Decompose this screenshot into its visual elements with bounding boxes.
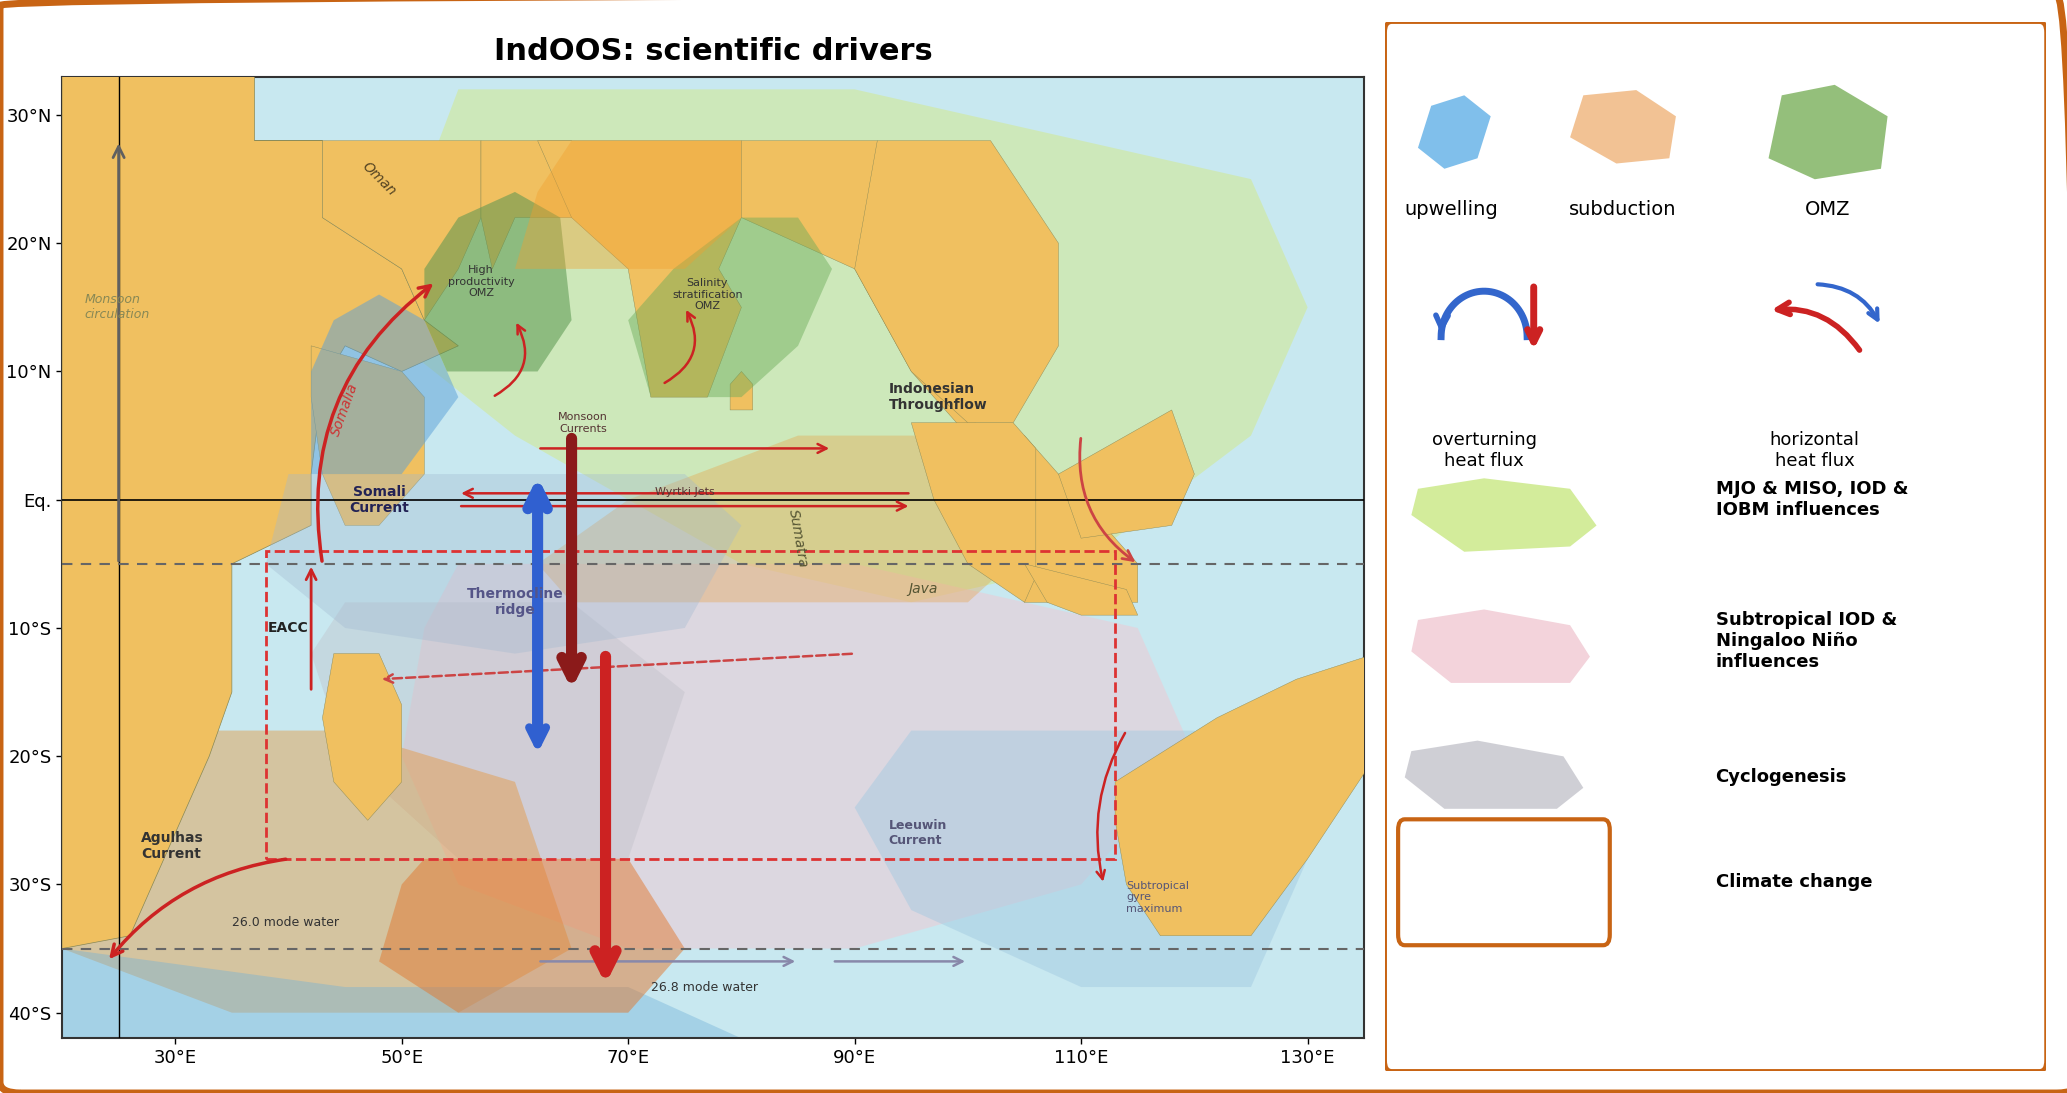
PathPatch shape bbox=[537, 141, 742, 397]
PathPatch shape bbox=[912, 423, 1036, 602]
Text: Subtropical IOD &
Ningaloo Niño
influences: Subtropical IOD & Ningaloo Niño influenc… bbox=[1716, 611, 1898, 671]
PathPatch shape bbox=[62, 949, 742, 1038]
PathPatch shape bbox=[1025, 564, 1137, 615]
Text: 26.8 mode water: 26.8 mode water bbox=[651, 980, 759, 994]
Text: Subtropical
gyre
maximum: Subtropical gyre maximum bbox=[1127, 881, 1189, 914]
Text: Agulhas
Current: Agulhas Current bbox=[141, 831, 205, 861]
PathPatch shape bbox=[424, 192, 573, 372]
Text: Oman: Oman bbox=[360, 160, 399, 199]
PathPatch shape bbox=[62, 77, 459, 949]
Text: OMZ: OMZ bbox=[1804, 200, 1850, 220]
Text: Indonesian
Throughflow: Indonesian Throughflow bbox=[889, 383, 988, 412]
Text: Sumatra: Sumatra bbox=[785, 508, 810, 568]
PathPatch shape bbox=[322, 654, 401, 821]
Text: Salinity
stratification
OMZ: Salinity stratification OMZ bbox=[672, 278, 742, 312]
PathPatch shape bbox=[378, 859, 684, 1013]
Text: MJO & MISO, IOD &
IOBM influences: MJO & MISO, IOD & IOBM influences bbox=[1716, 480, 1908, 519]
Polygon shape bbox=[1571, 90, 1676, 164]
PathPatch shape bbox=[62, 730, 573, 1013]
Text: Monsoon
Currents: Monsoon Currents bbox=[558, 412, 608, 434]
PathPatch shape bbox=[1058, 410, 1195, 538]
Bar bbox=[267, 551, 1114, 859]
PathPatch shape bbox=[854, 141, 1058, 423]
PathPatch shape bbox=[730, 372, 752, 410]
Text: upwelling: upwelling bbox=[1403, 200, 1499, 220]
Title: IndOOS: scientific drivers: IndOOS: scientific drivers bbox=[494, 37, 932, 66]
Polygon shape bbox=[1769, 85, 1887, 179]
Text: Wyrtki Jets: Wyrtki Jets bbox=[655, 486, 715, 497]
PathPatch shape bbox=[537, 436, 1081, 602]
Polygon shape bbox=[1418, 95, 1490, 168]
Text: subduction: subduction bbox=[1569, 200, 1676, 220]
Text: Climate change: Climate change bbox=[1716, 873, 1873, 891]
Text: overturning
heat flux: overturning heat flux bbox=[1432, 431, 1536, 470]
Text: Monsoon
circulation: Monsoon circulation bbox=[85, 293, 151, 321]
PathPatch shape bbox=[1114, 654, 1375, 936]
FancyBboxPatch shape bbox=[1397, 820, 1610, 945]
Polygon shape bbox=[1412, 610, 1590, 683]
PathPatch shape bbox=[267, 474, 742, 654]
PathPatch shape bbox=[854, 730, 1308, 987]
Text: Thermocline
ridge: Thermocline ridge bbox=[467, 587, 564, 618]
PathPatch shape bbox=[515, 141, 742, 269]
PathPatch shape bbox=[378, 90, 1308, 602]
Text: 26.0 mode water: 26.0 mode water bbox=[232, 916, 339, 929]
PathPatch shape bbox=[254, 141, 482, 320]
PathPatch shape bbox=[312, 602, 684, 859]
Text: Leeuwin
Current: Leeuwin Current bbox=[889, 819, 947, 847]
FancyBboxPatch shape bbox=[1385, 22, 2046, 1071]
PathPatch shape bbox=[482, 141, 573, 269]
Text: horizontal
heat flux: horizontal heat flux bbox=[1769, 431, 1860, 470]
PathPatch shape bbox=[312, 345, 424, 526]
PathPatch shape bbox=[312, 294, 459, 474]
Text: High
productivity
OMZ: High productivity OMZ bbox=[449, 266, 515, 298]
Text: Somali
Current: Somali Current bbox=[349, 484, 409, 515]
Text: Cyclogenesis: Cyclogenesis bbox=[1716, 768, 1848, 786]
PathPatch shape bbox=[401, 564, 1195, 949]
Text: Java: Java bbox=[907, 583, 936, 597]
Polygon shape bbox=[1406, 741, 1583, 809]
PathPatch shape bbox=[628, 218, 833, 397]
Text: EACC: EACC bbox=[269, 621, 308, 635]
PathPatch shape bbox=[742, 141, 1137, 602]
Text: Somalia: Somalia bbox=[329, 381, 362, 438]
Polygon shape bbox=[1412, 479, 1596, 552]
